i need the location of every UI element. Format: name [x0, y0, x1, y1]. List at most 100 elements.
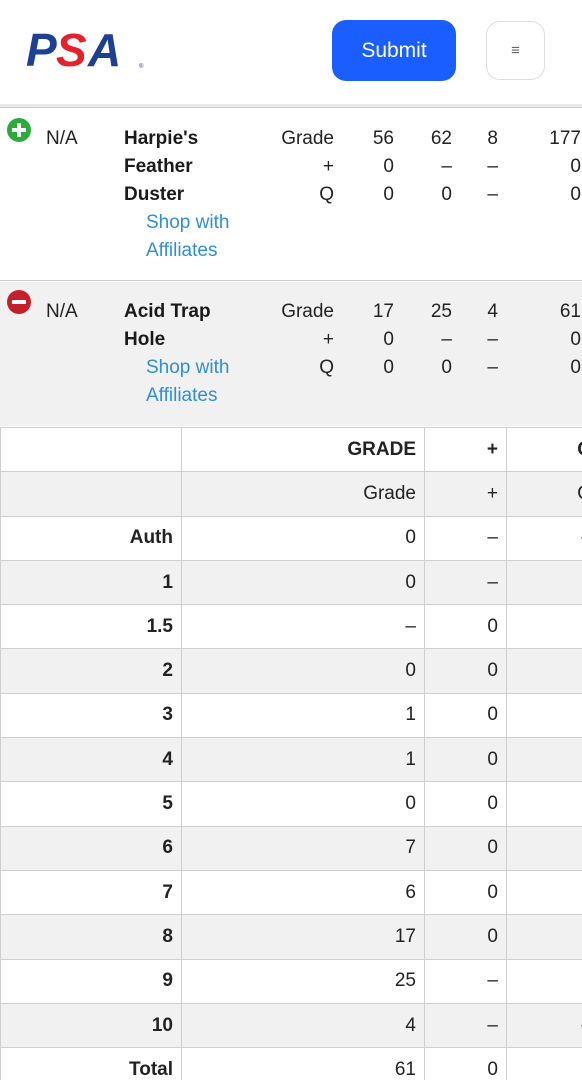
count-cell: 61 [181, 1047, 425, 1080]
card-number: N/A [46, 301, 78, 322]
table-row: 7600 [0, 869, 582, 916]
count-cell: 0 [506, 737, 582, 783]
card-name[interactable]: Acid Trap Hole [124, 301, 211, 350]
pop-col-2: 25–0 [430, 301, 452, 378]
grade-cell: 6 [0, 825, 182, 871]
grade-cell: 2 [0, 648, 182, 694]
table-row: 10–0 [0, 559, 582, 606]
table-row: 1.5–00 [0, 604, 582, 650]
card-row-expanded: N/A Acid Trap Hole Shop with Affiliates … [0, 282, 582, 426]
grade-labels: Grade + Q [281, 128, 334, 205]
table-row: 81700 [0, 914, 582, 960]
count-cell: 0 [506, 648, 582, 694]
pop-col-4: 61 0 0 [559, 301, 581, 378]
grade-labels: Grade + Q [281, 301, 334, 378]
collapse-minus-icon[interactable] [6, 289, 32, 315]
count-cell: 0 [424, 604, 507, 650]
menu-button[interactable]: ≡ [486, 21, 545, 80]
count-cell: 0 [424, 869, 507, 916]
count-cell: 0 [506, 781, 582, 827]
table-header-cell: GRADE [181, 426, 425, 473]
count-cell: 0 [424, 914, 507, 960]
table-row: Total6100 [0, 1047, 582, 1080]
grade-cell: 9 [0, 958, 182, 1004]
count-cell: 0 [424, 692, 507, 739]
grade-cell: 10 [0, 1002, 182, 1049]
table-row: 6700 [0, 825, 582, 871]
card-row: N/A Harpie's Feather Duster Shop with Af… [0, 109, 582, 281]
count-cell: 25 [181, 958, 425, 1004]
shop-with-affiliates-link[interactable]: Shop with Affiliates [146, 357, 230, 406]
count-cell: 0 [181, 515, 425, 561]
count-cell: – [424, 1002, 507, 1049]
pop-col-3: 8– – [487, 128, 498, 205]
expand-plus-icon[interactable] [6, 117, 32, 143]
table-subheader-cell: Grade [181, 471, 425, 517]
grade-cell: 8 [0, 914, 182, 960]
count-cell: 0 [424, 1047, 507, 1080]
table-header-row: GRADE + Q [0, 426, 582, 473]
count-cell: 0 [424, 648, 507, 694]
population-table: GRADE + Q Grade + Q Auth0––10–01.5–00200… [0, 426, 582, 1080]
count-cell: 0 [506, 604, 582, 650]
pop-col-1: 17 0 0 [372, 301, 394, 378]
card-name[interactable]: Harpie's Feather Duster [124, 128, 199, 205]
count-cell: 0 [181, 559, 425, 606]
count-cell: 0 [424, 825, 507, 871]
header-divider [0, 104, 582, 108]
count-cell: 0 [424, 737, 507, 783]
table-subheader-cell: + [424, 471, 507, 517]
count-cell: 0 [506, 1047, 582, 1080]
svg-text:A: A [87, 28, 118, 72]
grade-cell: 3 [0, 692, 182, 739]
count-cell: 0 [506, 914, 582, 960]
count-cell: 6 [181, 869, 425, 916]
table-subheader-row: Grade + Q [0, 471, 582, 517]
count-cell: 0 [181, 648, 425, 694]
pop-col-1: 56 0 0 [372, 128, 394, 205]
grade-cell: 5 [0, 781, 182, 827]
table-row: 3100 [0, 692, 582, 739]
count-cell: – [506, 1002, 582, 1049]
table-row: 2000 [0, 648, 582, 694]
table-row: 104–– [0, 1002, 582, 1049]
pop-col-4: 177 0 0 [549, 128, 581, 205]
pop-col-3: 4– – [487, 301, 498, 378]
svg-text:®: ® [139, 63, 144, 70]
psa-logo[interactable]: P S A ® [26, 28, 148, 72]
count-cell: 1 [181, 737, 425, 783]
table-subheader-cell [0, 471, 182, 517]
grade-cell: 4 [0, 737, 182, 783]
table-subheader-cell: Q [506, 471, 582, 517]
count-cell: – [506, 515, 582, 561]
table-header-cell: + [424, 426, 507, 473]
count-cell: – [424, 958, 507, 1004]
count-cell: 4 [181, 1002, 425, 1049]
table-header-cell: Q [506, 426, 582, 473]
table-row: 5000 [0, 781, 582, 827]
count-cell: 0 [424, 781, 507, 827]
pop-col-2: 62–0 [430, 128, 452, 205]
count-cell: 7 [181, 825, 425, 871]
hamburger-menu-icon: ≡ [511, 42, 520, 59]
submit-button[interactable]: Submit [332, 20, 456, 81]
count-cell: 0 [506, 825, 582, 871]
table-row: 925–0 [0, 958, 582, 1004]
grade-cell: 1.5 [0, 604, 182, 650]
count-cell: – [424, 515, 507, 561]
count-cell: 0 [506, 692, 582, 739]
count-cell: 1 [181, 692, 425, 739]
top-header: P S A ® Submit ≡ [0, 0, 582, 104]
svg-text:S: S [56, 28, 87, 72]
shop-with-affiliates-link[interactable]: Shop with Affiliates [146, 212, 230, 261]
grade-cell: 1 [0, 559, 182, 606]
count-cell: 0 [506, 869, 582, 916]
grade-cell: Total [0, 1047, 182, 1080]
table-header-cell [0, 426, 182, 473]
count-cell: – [424, 559, 507, 606]
table-row: 4100 [0, 737, 582, 783]
grade-cell: Auth [0, 515, 182, 561]
svg-text:P: P [26, 28, 57, 72]
count-cell: 17 [181, 914, 425, 960]
